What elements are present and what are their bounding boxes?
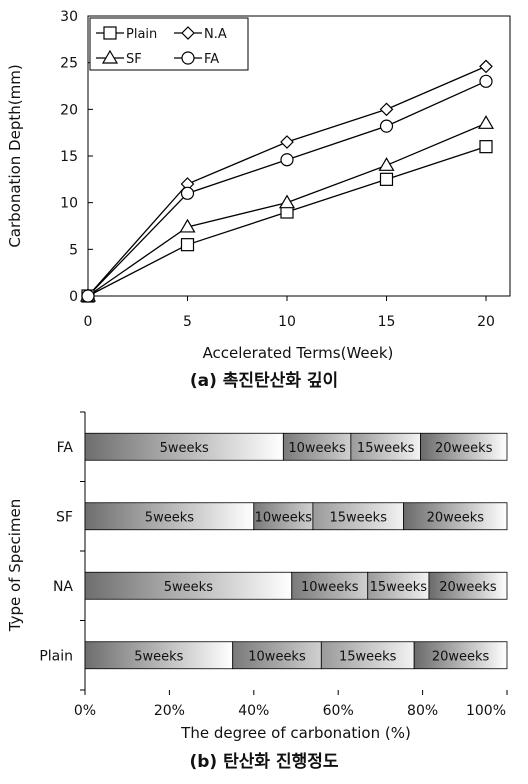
category-label: FA [57,440,74,456]
category-label: NA [53,579,73,595]
data-point [477,115,495,129]
bar-x-axis-title: The degree of carbonation (%) [180,724,411,742]
bar-segment [84,571,293,600]
bar-segment [282,432,352,461]
legend-label: FA [204,52,219,67]
y-tick-label: 10 [60,196,78,212]
data-point [379,102,394,117]
bar-segment [428,571,508,600]
bar-y-axis-title: Type of Specimen [6,499,24,632]
line-y-axis-title: Carbonation Depth(mm) [6,64,24,247]
bar-segment-label: 5weeks [134,649,183,664]
bar-segment-label: 10weeks [288,441,346,456]
bar-segment-label: 10weeks [255,510,313,525]
y-tick-label: 5 [69,242,78,258]
legend-item: SF [96,49,142,67]
bar-segment [291,571,369,600]
legend-marker [181,26,195,40]
bar-segment [232,641,322,670]
y-tick-label: 0 [69,289,78,305]
bar-segment [312,502,405,531]
line-legend: Plain N.A SF FA [89,17,249,71]
x-tick-label: 40% [238,703,269,719]
bar-segment-label: 5weeks [145,510,194,525]
line-chart-caption: (a) 촉진탄산화 깊이 [190,371,338,391]
x-tick-label: 80% [407,703,438,719]
bar-x-ticks: 0% 20% 40% 60% 80% 100% [74,690,508,719]
legend-items: Plain N.A SF FA [96,26,227,67]
y-tick-label: 15 [60,149,78,165]
category-label: Plain [39,648,73,664]
bar-segment-label: 10weeks [248,649,306,664]
data-point [378,157,395,171]
x-tick-label: 0 [84,314,93,330]
bar-segment-label: 15weeks [357,441,415,456]
bar-segment-label: 15weeks [370,580,428,595]
x-tick-label: 20 [477,314,495,330]
bar-segment-label: 20weeks [435,441,493,456]
data-point [180,238,195,252]
bar-segment-label: 15weeks [339,649,397,664]
legend-item: N.A [174,26,227,42]
x-tick-label: 60% [323,703,354,719]
x-tick-label: 15 [378,314,396,330]
bar-chart-caption: (b) 탄산화 진행정도 [189,752,338,772]
bar-segment [84,641,234,670]
bar-segment [350,432,421,461]
legend-marker [103,26,117,40]
data-point [379,119,394,133]
bar-segment-label: 20weeks [427,510,485,525]
y-tick-label: 30 [60,9,78,25]
category-label: SF [56,509,73,525]
legend-label: N.A [204,27,227,42]
data-point [280,153,294,167]
data-point [81,289,95,303]
bar-segment-label: 5weeks [164,580,213,595]
data-point [379,172,394,186]
bar-segment [84,432,284,461]
series-line-fa [87,80,487,297]
data-point [479,59,493,74]
legend-label: Plain [126,27,157,42]
data-point [179,218,196,233]
x-tick-label: 10 [278,314,296,330]
bar-segment-label: 20weeks [432,649,490,664]
legend-item: Plain [96,26,157,42]
bar-segment [420,432,508,461]
bar-segment-label: 15weeks [330,510,388,525]
x-tick-label: 20% [154,703,185,719]
series-line-n-a [87,65,487,297]
x-tick-label: 100% [466,703,506,719]
legend-label: SF [126,52,142,67]
data-point [278,194,296,209]
legend-marker [181,51,195,65]
line-x-ticks: 0 5 10 15 20 [84,296,495,330]
bar-segment [367,571,430,600]
y-tick-label: 25 [60,56,78,72]
x-tick-label: 0% [74,703,96,719]
legend-marker [101,49,119,64]
bar-segment-label: 5weeks [160,441,209,456]
data-point [479,140,493,154]
bar-segment [403,502,508,531]
data-point [180,186,195,200]
series-line-plain [87,146,487,297]
x-tick-label: 5 [183,314,192,330]
bar-segment [84,502,255,531]
bar-category-ticks: FA SF NA Plain [39,411,85,691]
y-tick-label: 20 [60,102,78,118]
line-x-axis-title: Accelerated Terms(Week) [203,344,394,362]
bar-segments: 5weeks 10weeks 15weeks 20weeks 5weeks 10weeks… [84,432,508,670]
data-point [280,135,294,149]
data-point [479,74,493,88]
bar-segment-label: 10weeks [301,580,359,595]
line-series [79,59,495,303]
legend-item: FA [174,51,219,67]
bar-segment [413,641,508,670]
line-chart: 0 5 10 15 20 25 30 0 5 10 15 20 Carbonation Depth(… [6,9,511,391]
bar-segment-label: 20weeks [439,580,497,595]
bar-segment [320,641,415,670]
